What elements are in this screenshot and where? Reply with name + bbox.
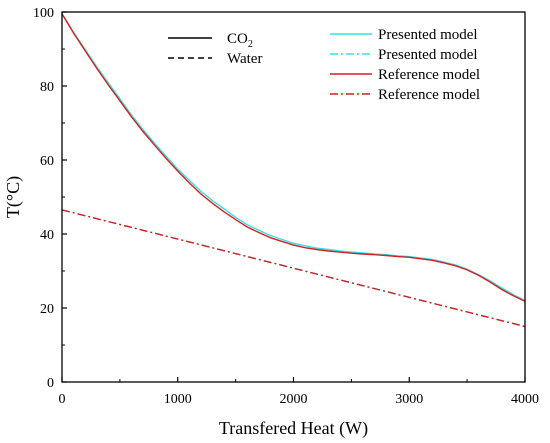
legend-series-label: Reference model	[378, 87, 480, 103]
y-tick-label: 100	[33, 6, 54, 21]
x-tick-label: 4000	[511, 392, 539, 407]
x-tick-label: 3000	[395, 392, 423, 407]
x-tick-label: 0	[59, 392, 66, 407]
legend-subscript: 2	[248, 39, 253, 50]
x-tick-label: 2000	[280, 392, 308, 407]
x-axis-title: Transfered Heat (W)	[219, 418, 368, 439]
y-tick-label: 20	[40, 302, 54, 317]
y-tick-label: 80	[40, 80, 54, 95]
y-tick-label: 40	[40, 228, 54, 243]
series-line-0	[61, 13, 526, 302]
y-tick-label: 0	[47, 376, 54, 391]
y-tick-label: 60	[40, 154, 54, 169]
series-layer	[61, 13, 526, 328]
series-line-3	[61, 209, 526, 328]
y-axis-title: T(°C)	[3, 176, 24, 218]
axis-ticks: 0 1000 2000 3000 4000 0 20 40 60 80 100	[33, 6, 539, 407]
legend-style-label: Water	[227, 51, 262, 67]
x-tick-label: 1000	[164, 392, 192, 407]
plot-frame	[61, 11, 526, 383]
legend-series-label: Presented model	[378, 27, 478, 43]
series-line-2	[61, 13, 526, 302]
legend-series-label: Presented model	[378, 47, 478, 63]
legend-series-label: Reference model	[378, 67, 480, 83]
legend-style-label: CO2	[227, 31, 253, 50]
